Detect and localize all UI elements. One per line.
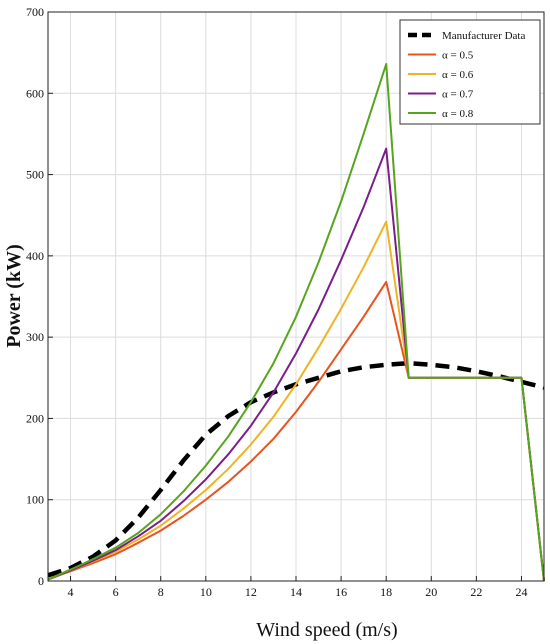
y-axis-ticks: 0 100 200 300 400 500 600 700 [26, 5, 53, 588]
legend-label: α = 0.8 [442, 108, 474, 120]
x-tick-label: 20 [425, 585, 437, 599]
x-tick-label: 12 [245, 585, 257, 599]
legend: Manufacturer Data α = 0.5 α = 0.6 α = 0.7 α … [399, 19, 541, 125]
x-tick-label: 18 [380, 585, 392, 599]
x-axis-ticks: 4 6 8 10 12 14 16 18 20 22 24 [68, 576, 527, 599]
series-lines [47, 63, 545, 582]
y-tick-label: 300 [26, 330, 44, 344]
y-tick-label: 600 [26, 86, 44, 100]
legend-label: α = 0.7 [442, 89, 474, 101]
legend-box [399, 19, 541, 125]
y-tick-label: 700 [26, 5, 44, 19]
x-tick-label: 4 [68, 585, 74, 599]
legend-label: α = 0.6 [442, 69, 474, 81]
x-tick-label: 14 [290, 585, 302, 599]
x-tick-label: 24 [515, 585, 527, 599]
y-axis-label: Power (kW) [3, 244, 25, 348]
y-tick-label: 100 [26, 493, 44, 507]
y-tick-label: 500 [26, 168, 44, 182]
series-line-4 [47, 63, 545, 582]
y-tick-label: 400 [26, 249, 44, 263]
x-tick-label: 16 [335, 585, 347, 599]
y-tick-label: 200 [26, 411, 44, 425]
x-tick-label: 22 [470, 585, 482, 599]
x-axis-label: Wind speed (m/s) [256, 619, 397, 641]
y-tick-label: 0 [38, 574, 44, 588]
legend-label: Manufacturer Data [442, 30, 525, 42]
x-tick-label: 10 [200, 585, 212, 599]
x-tick-label: 8 [158, 585, 164, 599]
x-tick-label: 6 [113, 585, 119, 599]
legend-label: α = 0.5 [442, 50, 474, 62]
